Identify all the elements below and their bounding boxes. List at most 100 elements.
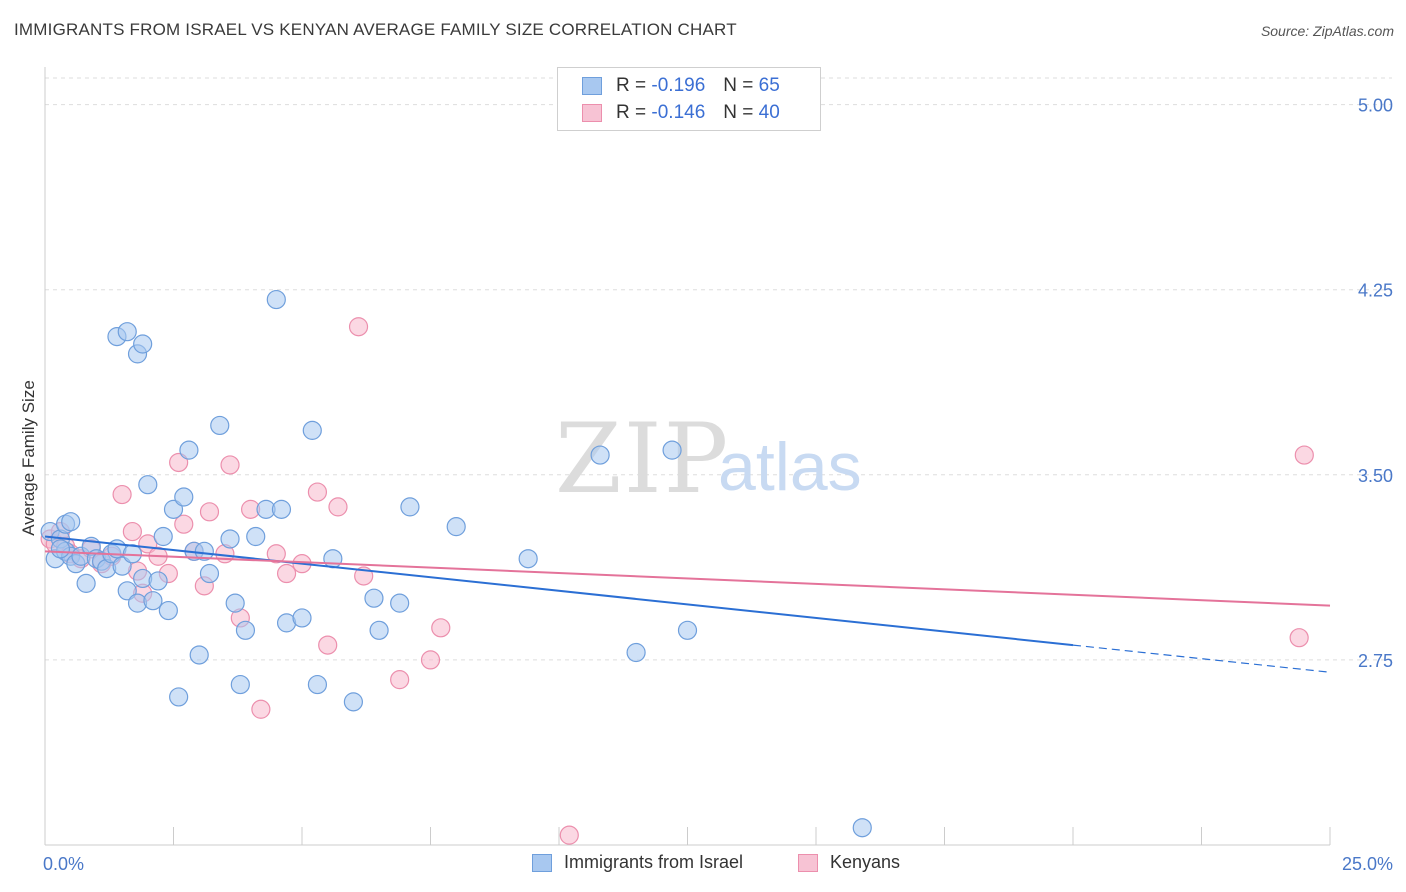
kenyans-point [251, 699, 271, 719]
israel-point [117, 322, 137, 342]
kenyans-point [174, 514, 194, 534]
kenyans-point [431, 618, 451, 638]
kenyans-point [169, 452, 189, 473]
israel-point [400, 497, 420, 517]
kenyans-point [390, 670, 410, 690]
israel-legend-swatch [532, 853, 552, 872]
legend-row-israel: R = -0.196 N = 65 [582, 73, 780, 99]
israel-point [225, 593, 245, 613]
r-value: -0.196 [651, 75, 706, 96]
kenyans-point [307, 482, 328, 502]
n-label: N = [723, 75, 754, 96]
y-tick-label: 3.50 [1358, 466, 1393, 486]
legend-row-kenya: R = -0.146 N = 40 [582, 100, 780, 126]
source-note: Source: ZipAtlas.com [1260, 23, 1394, 39]
x-tick-label: 0.0% [43, 854, 84, 874]
kenyans-trend-line [44, 550, 1331, 607]
israel-point [662, 440, 682, 460]
stats-legend: R = -0.196 N = 65 R = -0.146 N = 40 [557, 67, 821, 131]
israel-point [235, 620, 256, 640]
kenyans-point [420, 650, 441, 670]
israel-point [153, 526, 173, 547]
israel-trend-line [44, 535, 1074, 647]
trend-lines [44, 535, 1331, 673]
y-axis-label: Average Family Size [19, 380, 38, 536]
israel-point [194, 541, 214, 561]
israel-point [364, 588, 384, 608]
israel-point [158, 600, 178, 621]
israel-point [163, 499, 184, 519]
kenyans-point [328, 497, 348, 517]
legend-label-kenya: Kenyans [830, 852, 901, 872]
israel-point [626, 642, 646, 663]
israel-point [852, 818, 872, 838]
israel-point [174, 487, 194, 507]
israel-point [343, 692, 363, 712]
israel-point [266, 289, 286, 310]
watermark: ZIP atlas [555, 403, 862, 515]
n-value: 65 [758, 75, 780, 96]
legend-label-israel: Immigrants from Israel [564, 852, 744, 872]
n-value: 40 [758, 102, 780, 123]
gridlines [45, 77, 1392, 661]
israel-point [307, 674, 328, 695]
r-label: R = [616, 75, 647, 96]
legend-item-kenya: Kenyans [798, 852, 900, 873]
kenyans-point [318, 635, 338, 655]
y-tick-label: 5.00 [1358, 96, 1393, 116]
kenyans-point [112, 484, 132, 505]
n-label: N = [723, 102, 754, 123]
y-tick-label: 4.25 [1358, 281, 1393, 301]
israel-points [40, 289, 872, 838]
israel-point [446, 517, 466, 537]
watermark-atlas: atlas [718, 429, 862, 505]
israel-point [302, 420, 322, 440]
israel-point [390, 593, 410, 613]
kenyans-point [1289, 628, 1309, 648]
israel-point [220, 529, 240, 549]
kenya-legend-swatch [798, 853, 818, 872]
israel-point [292, 608, 312, 628]
watermark-zip: ZIP [555, 403, 730, 515]
x-tick-label: 25.0% [1342, 854, 1393, 874]
israel-point [271, 499, 292, 519]
kenyans-point [559, 825, 579, 845]
israel-point [590, 445, 610, 465]
israel-trend-extension [1072, 644, 1331, 673]
israel-point [323, 549, 343, 569]
israel-point [50, 539, 71, 559]
kenyans-point [276, 563, 297, 584]
israel-point [246, 526, 266, 547]
kenyans-point [220, 455, 240, 475]
israel-point [199, 563, 220, 584]
r-label: R = [616, 102, 647, 123]
israel-point [117, 581, 137, 601]
israel-point [76, 573, 96, 593]
r-value: -0.146 [651, 102, 706, 123]
israel-point [61, 512, 81, 532]
kenyans-points [40, 317, 1314, 845]
legend-item-israel: Immigrants from Israel [532, 852, 743, 873]
axes [44, 67, 1331, 846]
israel-point [369, 620, 389, 640]
israel-point [179, 440, 199, 460]
israel-swatch [582, 77, 602, 95]
kenyans-point [122, 521, 142, 542]
israel-point [112, 556, 132, 576]
israel-point [133, 334, 153, 354]
israel-point [143, 591, 163, 611]
israel-point [148, 571, 168, 591]
israel-point [210, 415, 230, 436]
kenyans-point [266, 544, 286, 564]
tick-labels: 2.75 3.50 4.25 5.00 0.0% 25.0% [43, 96, 1393, 874]
israel-point [230, 674, 250, 695]
chart-title: IMMIGRANTS FROM ISRAEL VS KENYAN AVERAGE… [14, 20, 737, 39]
israel-point [189, 645, 209, 665]
kenya-swatch [582, 104, 602, 122]
israel-point [169, 687, 189, 707]
israel-point [677, 620, 698, 640]
y-tick-label: 2.75 [1358, 651, 1393, 671]
israel-point [518, 549, 538, 569]
kenyans-point [348, 317, 369, 337]
